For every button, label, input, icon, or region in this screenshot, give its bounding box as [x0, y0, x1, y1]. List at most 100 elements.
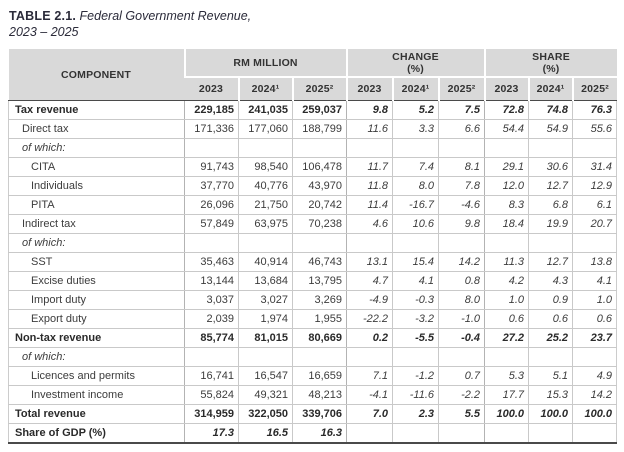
rm-value-cell: 91,743 — [184, 157, 239, 178]
table-row: PITA 26,096 21,750 20,742 11.4 -16.7 -4.6 8.3 6.… — [8, 195, 618, 216]
rm-value-cell — [238, 138, 293, 159]
component-cell: Export duty — [8, 309, 185, 330]
rm-value-cell: 1,955 — [291, 309, 347, 330]
share-value-cell: 17.7 — [484, 385, 529, 406]
change-value-cell — [392, 138, 439, 159]
year-header: 2025² — [437, 77, 485, 102]
change-value-cell: 14.2 — [438, 252, 485, 273]
share-value-cell — [572, 347, 618, 368]
share-value-cell: 5.1 — [528, 366, 573, 387]
share-value-cell: 6.1 — [572, 195, 618, 216]
change-value-cell: 8.1 — [438, 157, 485, 178]
rm-value-cell: 16.3 — [291, 423, 347, 445]
component-cell: Tax revenue — [8, 100, 185, 121]
year-header: 2023 — [184, 77, 239, 102]
change-value-cell — [346, 138, 393, 159]
rm-value-cell: 3,027 — [238, 290, 293, 311]
year-header: 2023 — [483, 77, 529, 102]
table-number: TABLE 2.1. — [9, 9, 77, 23]
change-value-cell: 13.1 — [346, 252, 393, 273]
rm-value-cell: 241,035 — [238, 100, 293, 121]
group-label: RM MILLION — [233, 56, 298, 69]
change-value-cell: -16.7 — [392, 195, 439, 216]
rm-value-cell: 3,269 — [291, 290, 347, 311]
year-header: 2023 — [345, 77, 393, 102]
rm-value-cell: 21,750 — [238, 195, 293, 216]
rm-value-cell: 13,144 — [184, 271, 239, 292]
change-value-cell: 8.0 — [392, 176, 439, 197]
change-value-cell: -1.0 — [438, 309, 485, 330]
share-value-cell — [572, 138, 618, 159]
share-value-cell — [528, 233, 573, 254]
change-value-cell: 9.8 — [346, 100, 393, 121]
share-value-cell: 23.7 — [572, 328, 618, 349]
change-value-cell: -0.3 — [392, 290, 439, 311]
table-row: Direct tax 171,336 177,060 188,799 11.6 3.3 6.… — [8, 119, 618, 140]
table-row: Share of GDP (%) 17.3 16.5 16.3 — [8, 423, 618, 445]
share-value-cell: 6.8 — [528, 195, 573, 216]
rm-value-cell: 3,037 — [184, 290, 239, 311]
share-value-cell — [572, 423, 618, 445]
rm-value-cell: 80,669 — [291, 328, 347, 349]
share-value-cell: 72.8 — [484, 100, 529, 121]
share-value-cell: 54.4 — [484, 119, 529, 140]
rm-value-cell: 35,463 — [184, 252, 239, 273]
component-cell: Direct tax — [8, 119, 185, 140]
rm-value-cell: 229,185 — [184, 100, 239, 121]
rm-value-cell: 40,776 — [238, 176, 293, 197]
share-value-cell: 18.4 — [484, 214, 529, 235]
rm-value-cell: 1,974 — [238, 309, 293, 330]
change-value-cell — [438, 138, 485, 159]
rm-value-cell: 17.3 — [184, 423, 239, 445]
table-row: Licences and permits 16,741 16,547 16,659 7.… — [8, 366, 618, 387]
group-label: CHANGE — [392, 50, 439, 63]
change-value-cell: -5.5 — [392, 328, 439, 349]
year-header-row: 2023 2024¹ 2025² 2023 2024¹ 2025² 2023 2… — [9, 77, 617, 102]
table-row: CITA 91,743 98,540 106,478 11.7 7.4 8.1 29.1 30.… — [8, 157, 618, 178]
change-value-cell: -1.2 — [392, 366, 439, 387]
component-header: COMPONENT — [8, 49, 185, 102]
share-value-cell: 0.6 — [484, 309, 529, 330]
share-value-cell: 12.0 — [484, 176, 529, 197]
rm-value-cell: 43,970 — [291, 176, 347, 197]
share-value-cell: 13.8 — [572, 252, 618, 273]
rm-value-cell: 106,478 — [291, 157, 347, 178]
group-header-change: CHANGE (%) — [345, 49, 485, 79]
rm-value-cell — [291, 233, 347, 254]
change-value-cell: -2.2 — [438, 385, 485, 406]
year-header: 2025² — [291, 77, 347, 102]
share-value-cell — [572, 233, 618, 254]
table-title: TABLE 2.1. Federal Government Revenue, 2… — [9, 9, 616, 40]
change-value-cell: 11.4 — [346, 195, 393, 216]
share-value-cell: 4.2 — [484, 271, 529, 292]
rm-value-cell — [291, 138, 347, 159]
year-header: 2024¹ — [527, 77, 573, 102]
rm-value-cell: 314,959 — [184, 404, 239, 425]
component-cell: Share of GDP (%) — [8, 423, 185, 445]
share-value-cell: 100.0 — [528, 404, 573, 425]
table-row: Individuals 37,770 40,776 43,970 11.8 8.0 7.8 1… — [8, 176, 618, 197]
share-value-cell — [528, 138, 573, 159]
rm-value-cell — [184, 138, 239, 159]
change-value-cell: 7.4 — [392, 157, 439, 178]
change-value-cell: 7.5 — [438, 100, 485, 121]
table-row: Non-tax revenue 85,774 81,015 80,669 0.2 -5.5… — [8, 328, 618, 349]
component-cell: Import duty — [8, 290, 185, 311]
change-value-cell: 6.6 — [438, 119, 485, 140]
share-value-cell — [484, 423, 529, 445]
share-value-cell: 0.9 — [528, 290, 573, 311]
change-value-cell: 11.8 — [346, 176, 393, 197]
table-title-text: Federal Government Revenue, — [76, 9, 252, 23]
component-cell: CITA — [8, 157, 185, 178]
rm-value-cell: 16,741 — [184, 366, 239, 387]
share-value-cell: 30.6 — [528, 157, 573, 178]
component-cell: of which: — [8, 138, 185, 159]
group-unit: (%) — [407, 62, 424, 75]
share-value-cell: 31.4 — [572, 157, 618, 178]
rm-value-cell — [238, 233, 293, 254]
change-value-cell: 4.7 — [346, 271, 393, 292]
change-value-cell — [392, 423, 439, 445]
rm-value-cell: 13,795 — [291, 271, 347, 292]
share-value-cell — [484, 347, 529, 368]
